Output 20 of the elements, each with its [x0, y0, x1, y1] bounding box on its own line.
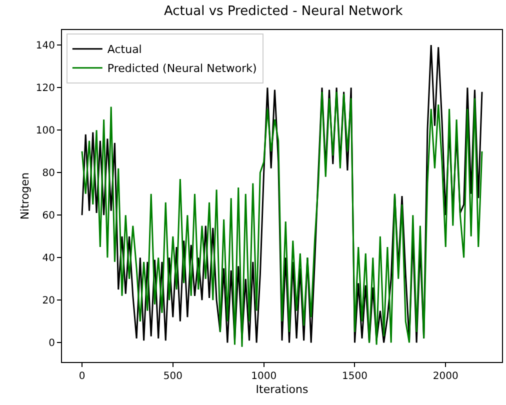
- x-tick-label: 1500: [342, 371, 368, 382]
- y-axis-title: Nitrogen: [18, 172, 32, 220]
- chart-title: Actual vs Predicted - Neural Network: [164, 4, 404, 20]
- y-tick-label: 140: [36, 40, 55, 52]
- y-tick-label: 40: [42, 253, 55, 264]
- y-tick-label: 80: [42, 168, 55, 180]
- x-tick-label: 1000: [251, 371, 277, 382]
- x-tick-label: 0: [78, 371, 86, 382]
- legend-label: Actual: [107, 43, 142, 56]
- y-tick-label: 20: [42, 296, 55, 307]
- y-tick-label: 120: [36, 83, 55, 94]
- legend-label: Predicted (Neural Network): [107, 62, 257, 76]
- y-tick-label: 60: [42, 210, 55, 222]
- x-tick-label: 500: [163, 371, 182, 382]
- line-series: [81, 44, 483, 344]
- y-tick-label: 100: [36, 126, 55, 137]
- x-tick-label: 2000: [432, 371, 458, 382]
- x-axis-title: Iterations: [256, 383, 308, 396]
- line-series: [81, 91, 483, 348]
- y-tick-label: 0: [48, 338, 55, 350]
